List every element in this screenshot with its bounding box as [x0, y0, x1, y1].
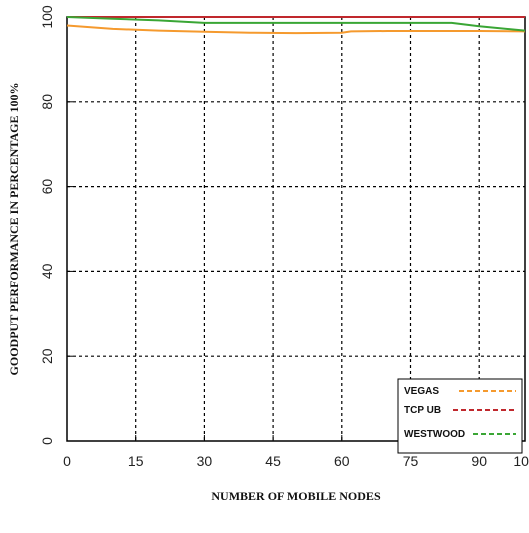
series-line-westwood	[66, 16, 526, 32]
x-tick-label: 60	[334, 453, 350, 469]
series-lines	[66, 16, 526, 35]
y-axis-title: GOODPUT PERFORMANCE IN PERCENTAGE 100%	[7, 83, 21, 376]
x-tick-label: 30	[197, 453, 213, 469]
legend-label-westwood: WESTWOOD	[404, 429, 465, 440]
x-tick-label: 100	[513, 453, 529, 469]
grid	[67, 17, 525, 441]
y-tick-label: 0	[39, 437, 55, 445]
x-tick-label: 45	[265, 453, 281, 469]
series-line-vegas	[66, 24, 526, 35]
legend: VEGAS TCP UB WESTWOOD	[397, 378, 523, 454]
y-tick-label: 60	[39, 179, 55, 195]
x-tick-label: 90	[471, 453, 487, 469]
legend-label-vegas: VEGAS	[404, 386, 439, 397]
legend-label-tcp-ub: TCP UB	[404, 405, 441, 416]
y-tick-label: 100	[39, 5, 55, 29]
plot-frame	[66, 16, 526, 442]
x-tick-label: 75	[403, 453, 419, 469]
x-tick-label: 0	[63, 453, 71, 469]
y-tick-label: 40	[39, 263, 55, 279]
y-tick-label: 80	[39, 94, 55, 110]
x-tick-label: 15	[128, 453, 144, 469]
y-tick-label: 20	[39, 348, 55, 364]
x-axis-title: NUMBER OF MOBILE NODES	[211, 489, 381, 503]
